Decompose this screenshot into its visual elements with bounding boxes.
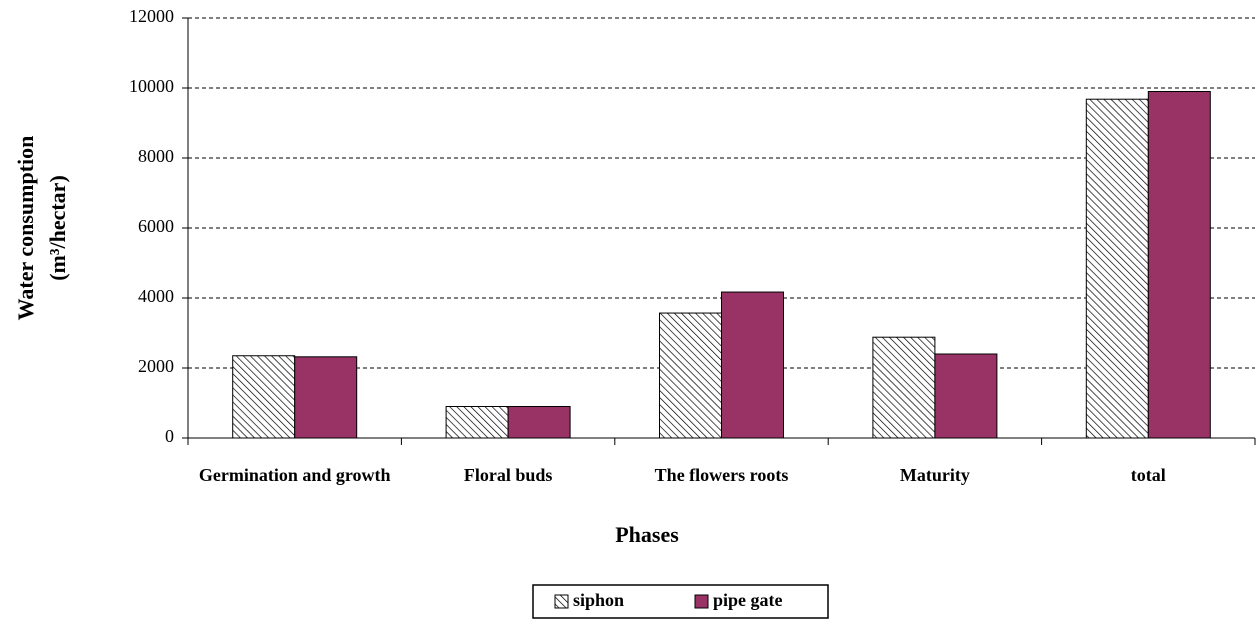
y-tick-label: 12000: [129, 6, 174, 26]
legend-box: [532, 584, 829, 619]
x-tick-label: The flowers roots: [654, 465, 789, 485]
bar: [507, 406, 571, 439]
x-tick-label: Maturity: [899, 465, 970, 485]
bar: [1147, 91, 1211, 439]
bar: [445, 406, 509, 439]
legend-label: siphon: [573, 590, 624, 610]
y-tick-label: 8000: [138, 146, 174, 166]
x-tick-label: total: [1130, 465, 1166, 485]
bar: [721, 291, 784, 439]
bar: [1085, 98, 1149, 439]
bar: [294, 356, 358, 439]
x-tick-label: Floral buds: [463, 465, 553, 485]
y-axis-title: (m³/hectar): [45, 175, 70, 281]
x-axis-title: Phases: [615, 522, 679, 547]
y-tick-label: 4000: [138, 286, 174, 306]
y-axis-title: Water consumption: [13, 136, 38, 321]
legend-swatch: [554, 594, 569, 609]
y-tick-label: 6000: [138, 216, 174, 236]
y-tick-label: 0: [165, 426, 174, 446]
y-tick-label: 2000: [138, 356, 174, 376]
bar: [872, 336, 936, 439]
legend-swatch: [694, 594, 709, 609]
legend-label: pipe gate: [713, 590, 783, 610]
y-tick-label: 10000: [129, 76, 174, 96]
bar: [659, 312, 722, 439]
bar: [232, 355, 296, 439]
bar: [934, 353, 998, 439]
x-tick-label: Germination and growth: [198, 465, 391, 485]
